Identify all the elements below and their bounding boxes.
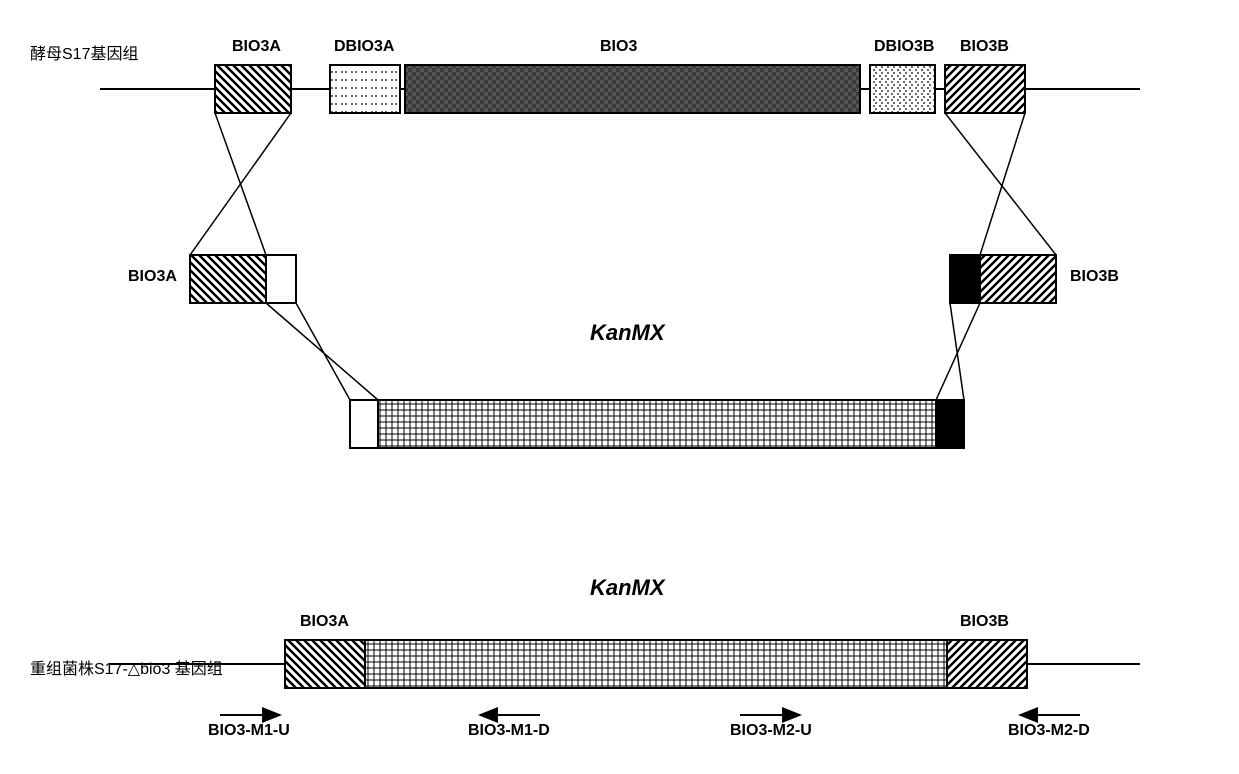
label-bio3b-top: BIO3B (960, 38, 1009, 56)
label-kanmx-mid: KanMX (590, 320, 665, 346)
primer-m1d-label: BIO3-M1-D (468, 722, 550, 740)
kanmx-bot (365, 640, 947, 688)
label-bio3a-top: BIO3A (232, 38, 281, 56)
bio3b-mid (980, 255, 1056, 303)
primer-m1u-label: BIO3-M1-U (208, 722, 290, 740)
bottom-genome-label: 重组菌株S17-△bio3 基因组 (30, 655, 223, 679)
primer-m2u-label: BIO3-M2-U (730, 722, 812, 740)
label-bio3b-bot: BIO3B (960, 613, 1009, 631)
label-bio3b-mid: BIO3B (1070, 268, 1119, 286)
dbio3b-top (870, 65, 935, 113)
bio3b-bot (947, 640, 1027, 688)
label-bio3a-bot: BIO3A (300, 613, 349, 631)
diagram-svg (20, 20, 1219, 754)
gene-knockout-diagram: 酵母S17基因组 BIO3A DBIO3A BIO3 DBIO3B BIO3B … (20, 20, 1219, 754)
dbio3a-top (330, 65, 400, 113)
label-dbio3b-top: DBIO3B (874, 38, 934, 56)
label-kanmx-bot: KanMX (590, 575, 665, 601)
bio3b-top (945, 65, 1025, 113)
label-bio3-top: BIO3 (600, 38, 637, 56)
black-link-right (950, 255, 980, 303)
kan-black-right (936, 400, 964, 448)
label-dbio3a-top: DBIO3A (334, 38, 394, 56)
bio3a-mid (190, 255, 266, 303)
kan-white-left (350, 400, 378, 448)
label-bio3a-mid: BIO3A (128, 268, 177, 286)
bio3-top (405, 65, 860, 113)
top-genome-label: 酵母S17基因组 (30, 40, 138, 64)
bio3a-bot (285, 640, 365, 688)
primer-m2d-label: BIO3-M2-D (1008, 722, 1090, 740)
kanmx-cassette (378, 400, 936, 448)
white-link-left (266, 255, 296, 303)
bio3a-top (215, 65, 291, 113)
